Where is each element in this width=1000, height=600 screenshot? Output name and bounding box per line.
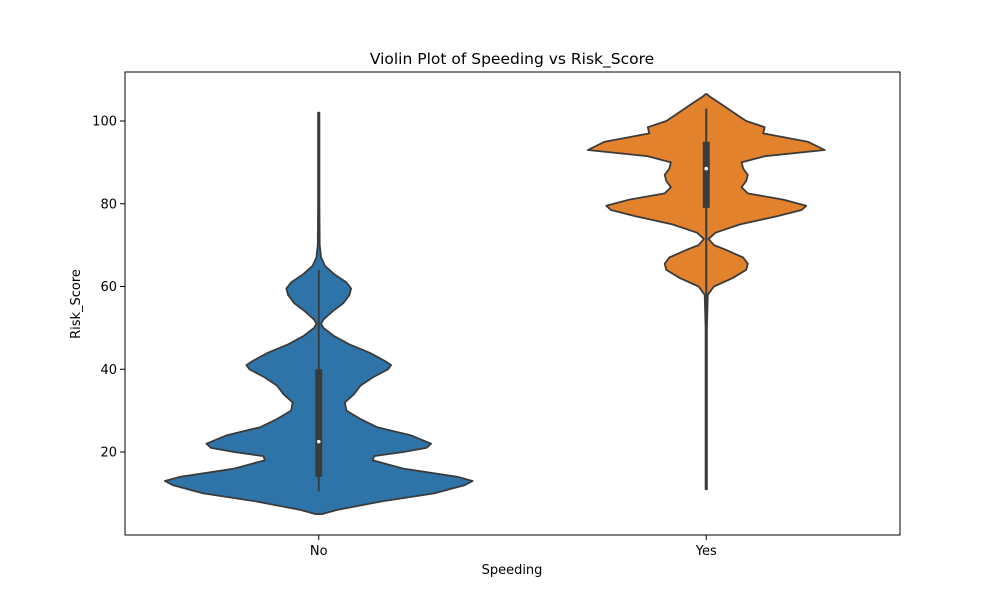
x-axis: No Yes bbox=[310, 535, 717, 559]
y-tick-label: 80 bbox=[100, 197, 117, 212]
y-tick-label: 20 bbox=[100, 446, 117, 461]
x-tick-label: No bbox=[310, 544, 328, 559]
x-axis-label: Speeding bbox=[482, 563, 543, 578]
y-tick-label: 60 bbox=[100, 280, 117, 295]
plot-frame bbox=[124, 71, 901, 536]
median-marker-yes bbox=[704, 166, 709, 171]
iqr-box-no bbox=[315, 369, 323, 477]
plot-area bbox=[164, 93, 826, 515]
x-tick-label: Yes bbox=[695, 544, 717, 559]
y-tick-label: 100 bbox=[92, 115, 117, 130]
chart-title: Violin Plot of Speeding vs Risk_Score bbox=[370, 50, 654, 69]
median-marker-no bbox=[316, 439, 321, 444]
y-axis: 20 40 60 80 100 bbox=[92, 115, 125, 461]
iqr-box-yes bbox=[702, 141, 710, 208]
y-axis-label: Risk_Score bbox=[69, 269, 84, 339]
y-tick-label: 40 bbox=[100, 363, 117, 378]
